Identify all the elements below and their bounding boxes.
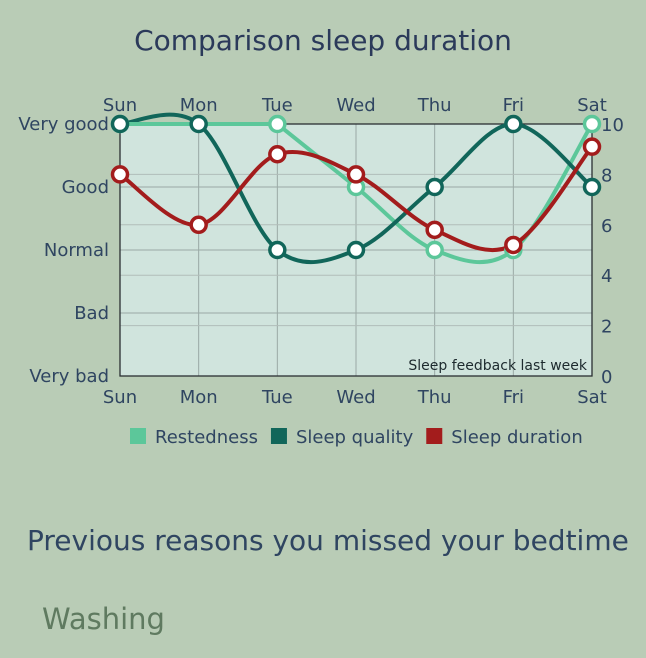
left-tick-label: Normal <box>44 240 109 261</box>
plot-border <box>119 123 593 377</box>
right-tick-label: 2 <box>601 317 612 338</box>
bottom-tick-label: Tue <box>261 387 293 408</box>
right-tick-label: 10 <box>601 115 624 136</box>
chart-annotation: Sleep feedback last week <box>408 358 587 374</box>
sleep-duration-point <box>346 165 366 184</box>
reasons-heading: Previous reasons you missed your bedtime <box>27 524 629 557</box>
left-tick-label: Bad <box>74 303 109 324</box>
sleep-duration-point <box>189 215 208 235</box>
bottom-tick-label: Sat <box>577 387 607 408</box>
sleep-quality-point <box>189 114 208 134</box>
sleep-quality-point <box>425 177 444 197</box>
sleep-quality-point <box>268 240 287 260</box>
legend-swatch-sleep-duration <box>426 428 443 444</box>
sleep-duration-point <box>504 235 523 255</box>
legend-label-restedness: Restedness <box>155 427 258 448</box>
top-tick-label: Thu <box>417 95 452 116</box>
bottom-tick-label: Sun <box>103 387 137 408</box>
restedness-point <box>582 114 602 134</box>
sleep-quality-point <box>582 177 602 197</box>
restedness-point <box>268 114 287 134</box>
bottom-tick-label: Fri <box>503 387 524 408</box>
left-tick-label: Good <box>62 177 109 198</box>
legend-label-sleep-quality: Sleep quality <box>296 427 414 448</box>
left-tick-label: Very good <box>18 114 109 135</box>
sleep-duration-point <box>110 165 130 184</box>
top-tick-label: Sat <box>577 95 607 116</box>
sleep-duration-point <box>268 144 287 164</box>
sleep-quality-point <box>110 114 130 134</box>
left-tick-label: Very bad <box>29 366 109 387</box>
sleep-duration-point <box>582 137 602 156</box>
top-tick-label: Mon <box>180 95 218 116</box>
sleep-chart: Sun Sun Mon Mon Tue Tue Wed Wed Thu Thu Fri Fri Sat S… <box>18 95 624 448</box>
sleep-quality-point <box>504 114 523 134</box>
legend-swatch-restedness <box>130 428 146 444</box>
top-tick-label: Tue <box>261 95 293 116</box>
bottom-tick-label: Wed <box>336 387 375 408</box>
bottom-tick-label: Thu <box>417 387 452 408</box>
top-tick-label: Fri <box>503 95 524 116</box>
legend-swatch-sleep-quality <box>270 428 287 444</box>
top-tick-label: Sun <box>103 95 137 116</box>
sleep-duration-point <box>425 220 444 240</box>
top-tick-label: Wed <box>336 95 375 116</box>
right-tick-label: 6 <box>601 216 612 237</box>
right-tick-label: 8 <box>601 165 612 186</box>
right-tick-label: 0 <box>601 367 612 388</box>
sleep-quality-point <box>346 240 366 260</box>
right-tick-label: 4 <box>601 266 612 287</box>
bottom-tick-label: Mon <box>180 387 218 408</box>
restedness-point <box>425 240 444 260</box>
legend-label-sleep-duration: Sleep duration <box>451 427 582 448</box>
chart-title: Comparison sleep duration <box>134 24 512 57</box>
reason-item-washing[interactable]: Washing <box>42 602 165 636</box>
